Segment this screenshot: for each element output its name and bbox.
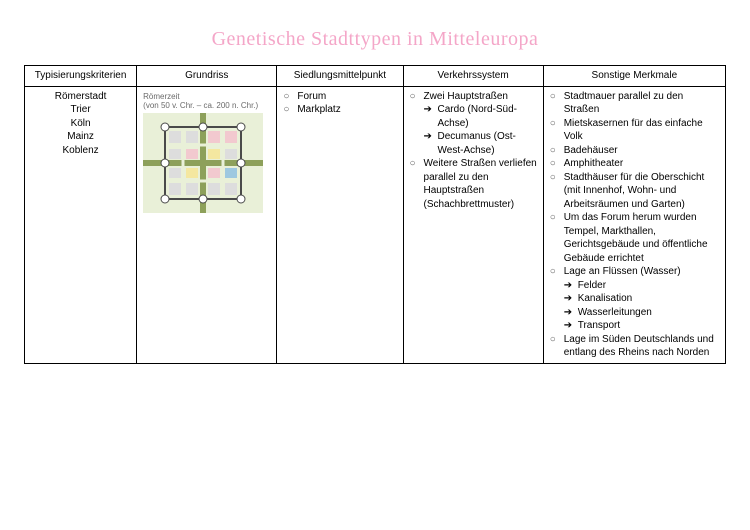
bullet-marker-icon: ○ <box>550 90 564 117</box>
other-cell: ○Stadtmauer parallel zu den Straßen○Miet… <box>543 86 725 363</box>
bullet-marker-icon: ○ <box>410 90 424 104</box>
bullet-marker-icon: ○ <box>410 157 424 211</box>
type-item: Trier <box>31 103 130 117</box>
arrow-right-icon: ➔ <box>424 130 438 157</box>
list-subitem: ➔Cardo (Nord-Süd-Achse) <box>410 103 537 130</box>
list-item: ○Um das Forum herum wurden Tempel, Markt… <box>550 211 719 265</box>
grundriss-cell: Römerzeit (von 50 v. Chr. – ca. 200 n. C… <box>137 86 277 363</box>
list-item: ○Badehäuser <box>550 144 719 158</box>
bullet-marker-icon: ○ <box>550 171 564 212</box>
list-item: ○Markplatz <box>283 103 396 117</box>
list-subitem-text: Transport <box>578 319 620 333</box>
page-title: Genetische Stadttypen in Mitteleuropa <box>24 28 726 51</box>
col-header: Siedlungsmittelpunkt <box>277 66 403 87</box>
list-item: ○Weitere Straßen verliefen parallel zu d… <box>410 157 537 211</box>
transport-cell: ○Zwei Hauptstraßen➔Cardo (Nord-Süd-Achse… <box>403 86 543 363</box>
list-subitem: ➔Felder <box>550 279 719 293</box>
col-header: Typisierungskriterien <box>25 66 137 87</box>
list-item: ○Lage im Süden Deutschlands und entlang … <box>550 333 719 360</box>
list-subitem-text: Wasserleitungen <box>578 306 652 320</box>
list-item: ○Mietskasernen für das einfache Volk <box>550 117 719 144</box>
arrow-right-icon: ➔ <box>424 103 438 130</box>
table-header-row: Typisierungskriterien Grundriss Siedlung… <box>25 66 726 87</box>
list-item: ○Forum <box>283 90 396 104</box>
roman-city-plan-icon <box>143 113 263 213</box>
col-header: Sonstige Merkmale <box>543 66 725 87</box>
list-item-text: Forum <box>297 90 396 104</box>
bullet-marker-icon: ○ <box>283 90 297 104</box>
type-item: Köln <box>31 117 130 131</box>
list-subitem-text: Cardo (Nord-Süd-Achse) <box>438 103 537 130</box>
type-item: Mainz <box>31 130 130 144</box>
bullet-marker-icon: ○ <box>550 211 564 265</box>
list-item-text: Lage an Flüssen (Wasser) <box>564 265 719 279</box>
list-item: ○Stadtmauer parallel zu den Straßen <box>550 90 719 117</box>
list-item-text: Lage im Süden Deutschlands und entlang d… <box>564 333 719 360</box>
col-header: Grundriss <box>137 66 277 87</box>
list-item-text: Stadthäuser für die Oberschicht (mit Inn… <box>564 171 719 212</box>
arrow-right-icon: ➔ <box>564 306 578 320</box>
list-item-text: Badehäuser <box>564 144 719 158</box>
bullet-marker-icon: ○ <box>550 144 564 158</box>
list-subitem-text: Decumanus (Ost-West-Achse) <box>438 130 537 157</box>
bullet-marker-icon: ○ <box>550 265 564 279</box>
list-item: ○Lage an Flüssen (Wasser) <box>550 265 719 279</box>
arrow-right-icon: ➔ <box>564 279 578 293</box>
bullet-marker-icon: ○ <box>550 117 564 144</box>
diagram-caption: Römerzeit (von 50 v. Chr. – ca. 200 n. C… <box>143 92 270 111</box>
list-subitem: ➔Transport <box>550 319 719 333</box>
list-subitem: ➔Kanalisation <box>550 292 719 306</box>
arrow-right-icon: ➔ <box>564 319 578 333</box>
settlement-cell: ○Forum○Markplatz <box>277 86 403 363</box>
bullet-marker-icon: ○ <box>550 157 564 171</box>
list-item-text: Stadtmauer parallel zu den Straßen <box>564 90 719 117</box>
city-types-table: Typisierungskriterien Grundriss Siedlung… <box>24 65 726 364</box>
bullet-marker-icon: ○ <box>550 333 564 360</box>
list-subitem: ➔Wasserleitungen <box>550 306 719 320</box>
list-subitem-text: Felder <box>578 279 606 293</box>
table-row: Römerstadt Trier Köln Mainz Koblenz Röme… <box>25 86 726 363</box>
type-item: Römerstadt <box>31 90 130 104</box>
list-item-text: Um das Forum herum wurden Tempel, Markth… <box>564 211 719 265</box>
list-item: ○Stadthäuser für die Oberschicht (mit In… <box>550 171 719 212</box>
list-item: ○Zwei Hauptstraßen <box>410 90 537 104</box>
list-item-text: Mietskasernen für das einfache Volk <box>564 117 719 144</box>
list-subitem-text: Kanalisation <box>578 292 632 306</box>
bullet-marker-icon: ○ <box>283 103 297 117</box>
list-item-text: Weitere Straßen verliefen parallel zu de… <box>424 157 537 211</box>
list-item: ○Amphitheater <box>550 157 719 171</box>
list-item-text: Amphitheater <box>564 157 719 171</box>
types-cell: Römerstadt Trier Köln Mainz Koblenz <box>25 86 137 363</box>
arrow-right-icon: ➔ <box>564 292 578 306</box>
list-subitem: ➔Decumanus (Ost-West-Achse) <box>410 130 537 157</box>
col-header: Verkehrssystem <box>403 66 543 87</box>
type-item: Koblenz <box>31 144 130 158</box>
list-item-text: Zwei Hauptstraßen <box>424 90 537 104</box>
list-item-text: Markplatz <box>297 103 396 117</box>
